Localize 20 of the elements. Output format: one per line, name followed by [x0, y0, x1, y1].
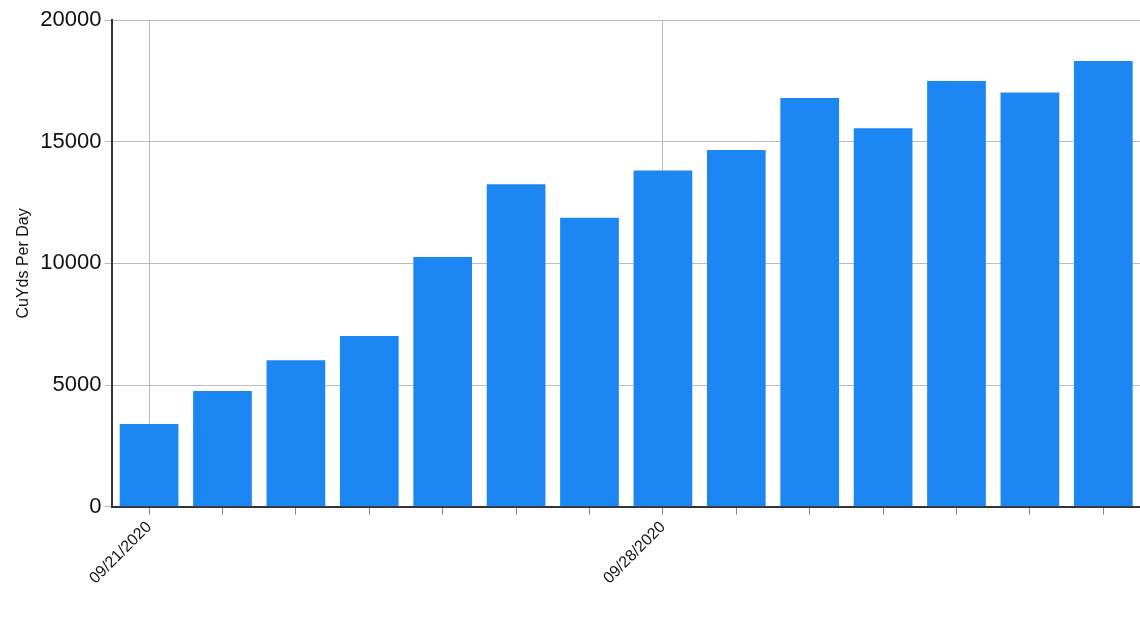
bar	[1000, 92, 1060, 507]
bar	[927, 81, 986, 507]
y-tick-label: 10000	[40, 249, 102, 275]
bar	[119, 424, 179, 507]
y-axis-title: CuYds Per Day	[14, 208, 32, 319]
bar	[1073, 60, 1133, 507]
y-tick-label: 20000	[40, 6, 102, 32]
bar	[339, 335, 399, 507]
bar	[560, 217, 619, 507]
bar	[633, 170, 693, 507]
bar	[780, 97, 840, 507]
y-tick-label: 5000	[52, 371, 102, 397]
bar	[853, 128, 913, 507]
y-tick-label: 15000	[40, 127, 102, 153]
bar	[266, 360, 326, 507]
bar	[413, 257, 473, 507]
bar	[706, 149, 766, 507]
bar	[193, 390, 252, 507]
bar	[486, 184, 546, 507]
y-tick-label: 0	[89, 492, 102, 518]
